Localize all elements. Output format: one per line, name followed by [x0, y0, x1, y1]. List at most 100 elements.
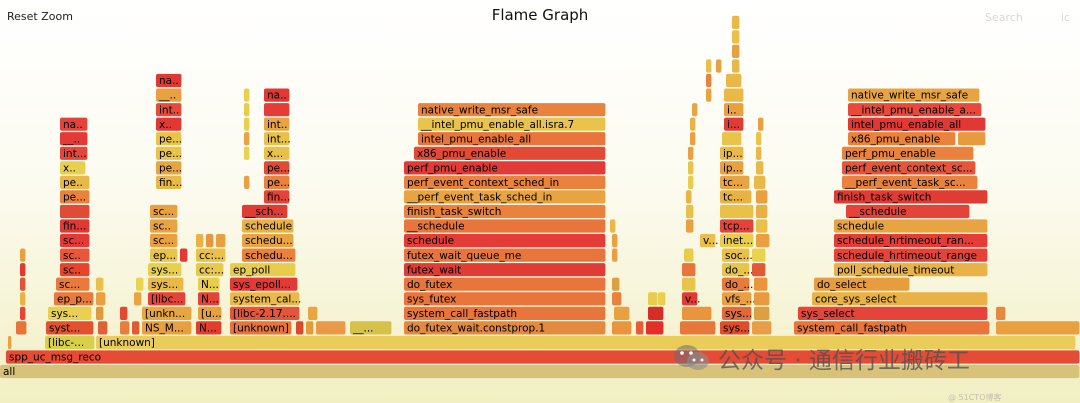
flame-frame[interactable]: all — [0, 364, 1080, 379]
frame-rect[interactable] — [756, 219, 768, 233]
flame-frame[interactable] — [20, 277, 26, 291]
frame-rect[interactable] — [834, 190, 988, 204]
frame-rect[interactable] — [242, 234, 294, 248]
frame-rect[interactable] — [756, 234, 770, 248]
frame-rect[interactable] — [720, 190, 752, 204]
frame-rect[interactable] — [308, 306, 318, 320]
flame-frame[interactable]: __schedule — [846, 204, 970, 218]
frame-rect[interactable] — [134, 292, 142, 306]
frame-rect[interactable] — [658, 292, 666, 306]
frame-rect[interactable] — [264, 117, 290, 131]
flame-frame[interactable]: spp_uc_msg_reco — [6, 350, 1080, 364]
frame-rect[interactable] — [198, 306, 222, 320]
flame-frame[interactable]: pe... — [156, 132, 182, 146]
flame-frame[interactable]: tc... — [720, 190, 752, 204]
frame-rect[interactable] — [404, 248, 606, 262]
flame-frame[interactable] — [612, 321, 632, 335]
flame-frame[interactable]: sys... — [148, 277, 184, 291]
flame-frame[interactable] — [690, 117, 696, 131]
flame-frame[interactable]: sc... — [150, 204, 178, 219]
frame-rect[interactable] — [732, 30, 740, 44]
flame-frame[interactable]: x... — [264, 146, 290, 160]
flame-frame[interactable] — [996, 306, 1006, 320]
flame-frame[interactable]: sc.. — [150, 219, 178, 233]
frame-rect[interactable] — [848, 88, 980, 102]
flame-frame[interactable]: int.. — [156, 103, 182, 117]
frame-rect[interactable] — [404, 292, 606, 306]
frame-rect[interactable] — [688, 175, 694, 189]
flame-frame[interactable]: schedule — [834, 219, 988, 233]
frame-rect[interactable] — [150, 234, 178, 248]
frame-rect[interactable] — [230, 306, 300, 320]
flame-frame[interactable] — [732, 44, 740, 58]
flame-frame[interactable] — [648, 306, 664, 320]
flame-frame[interactable]: core_sys_select — [812, 292, 988, 306]
frame-rect[interactable] — [686, 190, 692, 204]
flame-frame[interactable] — [686, 190, 692, 204]
frame-rect[interactable] — [60, 204, 90, 219]
flame-frame[interactable]: system_call_fastpath — [794, 321, 990, 335]
frame-rect[interactable] — [264, 161, 290, 175]
flame-frame[interactable] — [716, 59, 722, 73]
flame-frame[interactable] — [646, 321, 664, 335]
flame-frame[interactable]: sys... — [48, 306, 92, 320]
flame-frame[interactable] — [754, 277, 768, 291]
frame-rect[interactable] — [756, 146, 762, 160]
flame-frame[interactable]: cc:... — [196, 248, 226, 262]
flame-frame[interactable]: soc... — [722, 248, 753, 262]
frame-rect[interactable] — [724, 103, 744, 117]
frame-rect[interactable] — [834, 263, 988, 277]
flame-frame[interactable] — [244, 175, 250, 189]
flame-frame[interactable]: [libc-2.17.... — [230, 306, 300, 320]
flame-frame[interactable]: fin... — [60, 219, 90, 233]
frame-rect[interactable] — [686, 204, 694, 219]
flame-frame[interactable]: pe... — [264, 161, 290, 175]
flame-frame[interactable]: N... — [198, 292, 220, 306]
frame-rect[interactable] — [732, 15, 740, 29]
flame-frame[interactable]: tc... — [720, 175, 750, 189]
flame-frame[interactable]: sys... — [722, 306, 752, 320]
frame-rect[interactable] — [264, 190, 290, 204]
flame-frame[interactable] — [752, 248, 766, 262]
frame-rect[interactable] — [60, 146, 88, 160]
frame-rect[interactable] — [848, 117, 986, 131]
flame-frame[interactable] — [756, 234, 770, 248]
frame-rect[interactable] — [244, 132, 250, 146]
flame-frame[interactable] — [686, 204, 694, 219]
flame-frame[interactable]: pe.. — [60, 175, 90, 189]
frame-rect[interactable] — [682, 306, 712, 320]
flame-frame[interactable] — [196, 234, 204, 248]
frame-rect[interactable] — [150, 204, 178, 219]
flame-frame[interactable]: native_write_msr_safe — [418, 103, 606, 116]
frame-rect[interactable] — [706, 59, 712, 73]
flame-frame[interactable]: i... — [724, 117, 744, 131]
flame-frame[interactable]: ep_p... — [54, 292, 94, 306]
frame-rect[interactable] — [958, 132, 986, 146]
frame-rect[interactable] — [198, 292, 220, 306]
frame-rect[interactable] — [612, 277, 620, 291]
frame-rect[interactable] — [754, 277, 768, 291]
frame-rect[interactable] — [198, 277, 220, 291]
flame-frame[interactable]: fin... — [156, 175, 182, 189]
frame-rect[interactable] — [404, 277, 606, 291]
frame-rect[interactable] — [690, 117, 696, 131]
frame-rect[interactable] — [732, 44, 740, 58]
frame-rect[interactable] — [20, 277, 26, 291]
flame-frame[interactable]: schedule_hrtimeout_range — [834, 248, 988, 262]
frame-rect[interactable] — [688, 146, 694, 160]
frame-rect[interactable] — [848, 103, 982, 117]
frame-rect[interactable] — [680, 321, 716, 335]
frame-rect[interactable] — [722, 277, 750, 291]
frame-rect[interactable] — [46, 321, 94, 335]
flame-frame[interactable]: perf_event_context_sched_in — [404, 175, 606, 189]
flame-frame[interactable]: i.. — [724, 103, 744, 117]
frame-rect[interactable] — [754, 292, 770, 306]
flame-frame[interactable] — [612, 234, 618, 248]
frame-rect[interactable] — [612, 248, 618, 262]
flame-frame[interactable]: ep... — [150, 248, 178, 262]
flame-frame[interactable] — [120, 306, 128, 320]
flame-frame[interactable] — [20, 263, 26, 277]
flame-frame[interactable] — [98, 321, 108, 335]
flame-frame[interactable] — [96, 292, 106, 306]
frame-rect[interactable] — [156, 103, 182, 117]
